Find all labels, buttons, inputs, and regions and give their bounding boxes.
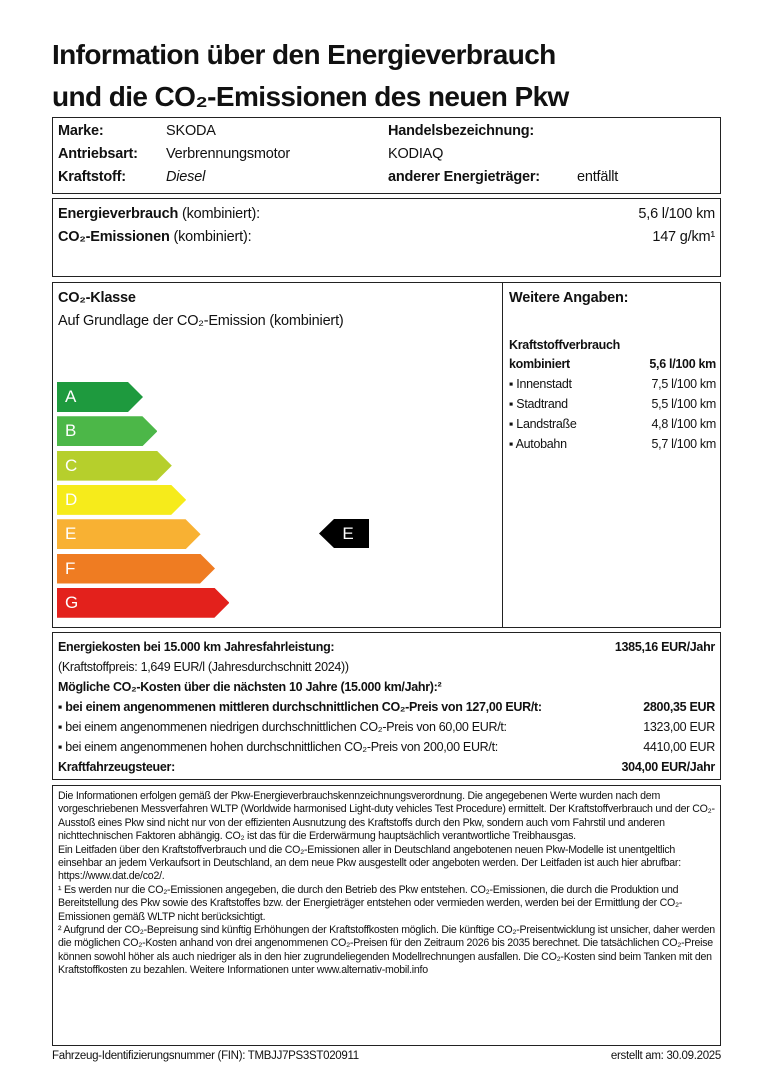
anderer-value: entfällt: [577, 169, 619, 185]
vehicle-info-box: Marke: SKODA Antriebsart: Verbrennungsmo…: [52, 117, 721, 194]
co2-class-bar-e: E: [57, 519, 201, 549]
fin: Fahrzeug-Identifizierungsnummer (FIN): T…: [52, 1050, 359, 1062]
co2-class-box: CO₂-Klasse Auf Grundlage der CO₂-Emissio…: [52, 282, 721, 628]
notes-box: Die Informationen erfolgen gemäß der Pkw…: [52, 785, 721, 1046]
co2-low-value: 1323,00 EUR: [643, 720, 715, 734]
co2-mid-label: ▪ bei einem angenommenen mittleren durch…: [58, 700, 542, 714]
note-paragraph-1: Die Informationen erfolgen gemäß der Pkw…: [58, 790, 715, 843]
co2-class-heading: CO₂-Klasse: [58, 290, 136, 306]
energy-costs-value: 1385,16 EUR/Jahr: [614, 640, 715, 654]
divider: [502, 283, 503, 627]
handel-label: Handelsbezeichnung:: [388, 123, 535, 139]
co2-label-bold: CO₂-Emissionen: [58, 229, 170, 245]
co2-label-rest: (kombiniert):: [169, 229, 252, 245]
fuel-price: (Kraftstoffpreis: 1,649 EUR/l (Jahresdur…: [58, 660, 349, 674]
weitere-heading: Weitere Angaben:: [509, 290, 629, 306]
page-title: Information über den Energieverbrauch un…: [52, 34, 569, 118]
consumption-box: Energieverbrauch (kombiniert): 5,6 l/100…: [52, 198, 721, 277]
co2-mid-value: 2800,35 EUR: [643, 700, 715, 714]
handel-value: KODIAQ: [388, 146, 444, 162]
co2-class-subtitle: Auf Grundlage der CO₂-Emission (kombinie…: [58, 313, 344, 329]
tax-value: 304,00 EUR/Jahr: [621, 760, 716, 774]
co2-label: CO₂-Emissionen (kombiniert):: [58, 229, 252, 245]
title-line-1: Information über den Energieverbrauch: [52, 39, 556, 70]
co2-class-bar-d: D: [57, 485, 186, 515]
consumption-row-value: 4,8 l/100 km: [651, 417, 717, 431]
energy-label-rest: (kombiniert):: [178, 206, 260, 222]
consumption-row-value: 5,6 l/100 km: [649, 357, 716, 371]
co2-class-bar-c: C: [57, 451, 172, 481]
marke-label: Marke:: [58, 123, 104, 139]
co2-high-value: 4410,00 EUR: [643, 740, 715, 754]
energy-costs-label: Energiekosten bei 15.000 km Jahresfahrle…: [58, 640, 335, 654]
tax-label: Kraftfahrzeugsteuer:: [58, 760, 175, 774]
co2-costs-heading: Mögliche CO₂-Kosten über die nächsten 10…: [58, 680, 442, 694]
consumption-row-label: ▪ Stadtrand: [509, 397, 568, 411]
consumption-row-value: 5,7 l/100 km: [651, 437, 717, 451]
co2-low-label: ▪ bei einem angenommenen niedrigen durch…: [58, 720, 507, 734]
co2-high-label: ▪ bei einem angenommenen hohen durchschn…: [58, 740, 498, 754]
created-date: erstellt am: 30.09.2025: [610, 1050, 721, 1062]
co2-class-bar-g: G: [57, 588, 229, 618]
current-class-marker: E: [319, 519, 369, 548]
co2-class-bar-f: F: [57, 554, 215, 584]
consumption-row-value: 5,5 l/100 km: [651, 397, 717, 411]
title-line-2: und die CO₂-Emissionen des neuen Pkw: [52, 81, 569, 112]
antrieb-label: Antriebsart:: [58, 146, 138, 162]
co2-value: 147 g/km¹: [652, 229, 715, 245]
consumption-row-label: ▪ Autobahn: [509, 437, 567, 451]
co2-class-bar-b: B: [57, 416, 157, 446]
footnote-2: ² Aufgrund der CO₂-Bepreisung sind künft…: [58, 924, 715, 977]
consumption-row-label: ▪ Innenstadt: [509, 377, 572, 391]
co2-class-bar-a: A: [57, 382, 143, 412]
kraftstoff-label: Kraftstoff:: [58, 169, 126, 185]
note-paragraph-2: Ein Leitfaden über den Kraftstoffverbrau…: [58, 843, 681, 883]
marke-value: SKODA: [166, 123, 216, 139]
anderer-label: anderer Energieträger:: [388, 169, 540, 185]
consumption-row-label: ▪ Landstraße: [509, 417, 577, 431]
footnote-1: ¹ Es werden nur die CO₂-Emissionen angeg…: [58, 883, 683, 923]
costs-box: Energiekosten bei 15.000 km Jahresfahrle…: [52, 632, 721, 780]
kraftstoffverbrauch-heading: Kraftstoffverbrauch: [509, 338, 620, 352]
kraftstoff-value: Diesel: [166, 169, 206, 185]
consumption-row-value: 7,5 l/100 km: [651, 377, 717, 391]
antrieb-value: Verbrennungsmotor: [166, 146, 290, 162]
consumption-row-label: kombiniert: [509, 357, 570, 371]
energy-value: 5,6 l/100 km: [638, 206, 715, 222]
energy-label-bold: Energieverbrauch: [58, 206, 179, 222]
energy-label: Energieverbrauch (kombiniert):: [58, 206, 260, 222]
